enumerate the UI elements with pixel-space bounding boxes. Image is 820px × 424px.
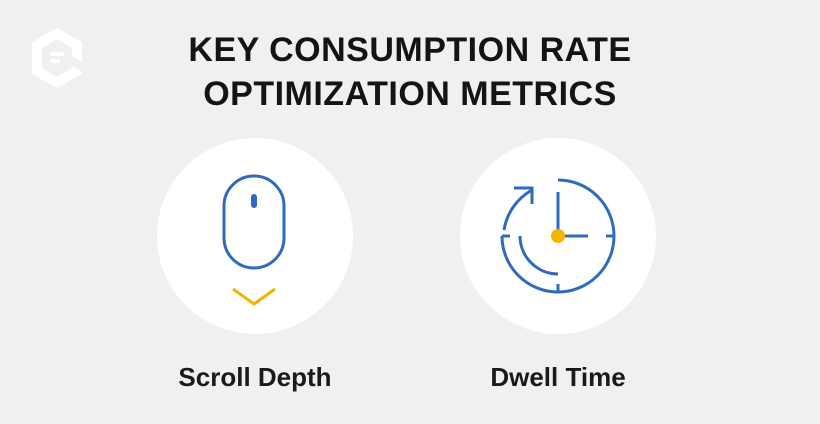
dwell-time-card <box>460 138 656 334</box>
scroll-depth-label: Scroll Depth <box>178 362 332 392</box>
title-line-1: KEY CONSUMPTION RATE <box>188 31 632 69</box>
mouse-scroll-icon <box>222 174 286 306</box>
clock-refresh-icon <box>500 178 616 294</box>
scroll-depth-card <box>157 138 353 334</box>
dwell-time-label: Dwell Time <box>490 362 626 392</box>
title-line-2: OPTIMIZATION METRICS <box>203 75 617 113</box>
contently-logo-icon <box>32 28 82 88</box>
page-title: KEY CONSUMPTION RATE OPTIMIZATION METRIC… <box>0 28 820 116</box>
